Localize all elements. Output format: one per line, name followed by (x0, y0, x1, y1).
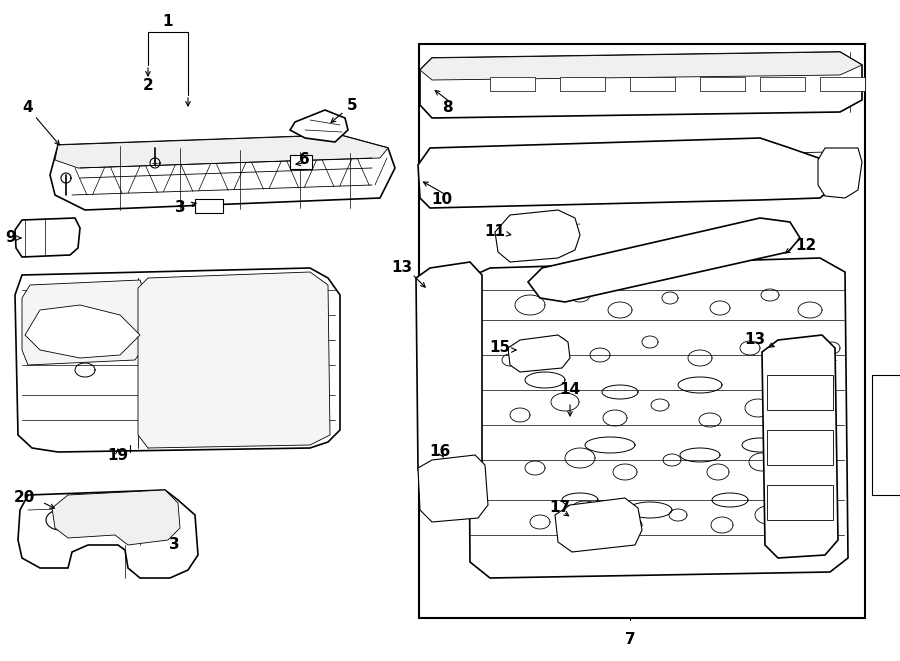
Text: 15: 15 (489, 340, 510, 356)
Polygon shape (25, 305, 140, 358)
Bar (419, 44, 865, 618)
Polygon shape (15, 218, 80, 257)
Bar (767, 375, 833, 410)
Bar (767, 430, 833, 465)
Polygon shape (528, 218, 800, 302)
Text: 19: 19 (107, 447, 129, 463)
Bar (560, 77, 605, 91)
Polygon shape (818, 148, 862, 198)
Text: 2: 2 (142, 77, 153, 93)
Polygon shape (55, 135, 388, 168)
Polygon shape (428, 480, 470, 514)
Text: 9: 9 (5, 231, 16, 245)
Polygon shape (418, 455, 488, 522)
Text: 1: 1 (163, 15, 173, 30)
Polygon shape (508, 335, 570, 372)
Text: 3: 3 (169, 537, 180, 553)
Polygon shape (138, 272, 330, 448)
Polygon shape (555, 498, 642, 552)
Polygon shape (22, 280, 145, 365)
Text: 13: 13 (392, 260, 412, 276)
Text: 5: 5 (346, 98, 357, 112)
Polygon shape (420, 52, 862, 118)
Bar (760, 77, 805, 91)
Bar (195, 199, 223, 213)
Text: 13: 13 (744, 332, 765, 348)
Text: 12: 12 (795, 237, 816, 253)
Polygon shape (290, 110, 348, 142)
Text: 4: 4 (22, 100, 33, 116)
Polygon shape (762, 335, 838, 558)
Text: 10: 10 (431, 192, 452, 208)
Polygon shape (420, 52, 862, 80)
Text: 16: 16 (429, 444, 451, 459)
Bar (290, 155, 312, 169)
Bar (630, 77, 675, 91)
Bar (700, 77, 745, 91)
Text: 7: 7 (625, 633, 635, 648)
Bar (767, 485, 833, 520)
Bar (490, 77, 535, 91)
Bar (872, 375, 900, 495)
Polygon shape (18, 490, 198, 578)
Text: 17: 17 (549, 500, 571, 516)
Text: 6: 6 (299, 153, 310, 167)
Polygon shape (416, 262, 482, 482)
Text: 14: 14 (560, 383, 580, 397)
Polygon shape (468, 258, 848, 578)
Polygon shape (15, 268, 340, 452)
Text: 8: 8 (443, 100, 453, 116)
Polygon shape (52, 490, 180, 545)
Polygon shape (495, 210, 580, 262)
Polygon shape (50, 135, 395, 210)
Polygon shape (418, 138, 832, 208)
Bar (820, 77, 865, 91)
Text: 11: 11 (484, 225, 505, 239)
Text: 3: 3 (175, 200, 185, 215)
Text: 20: 20 (14, 490, 35, 506)
